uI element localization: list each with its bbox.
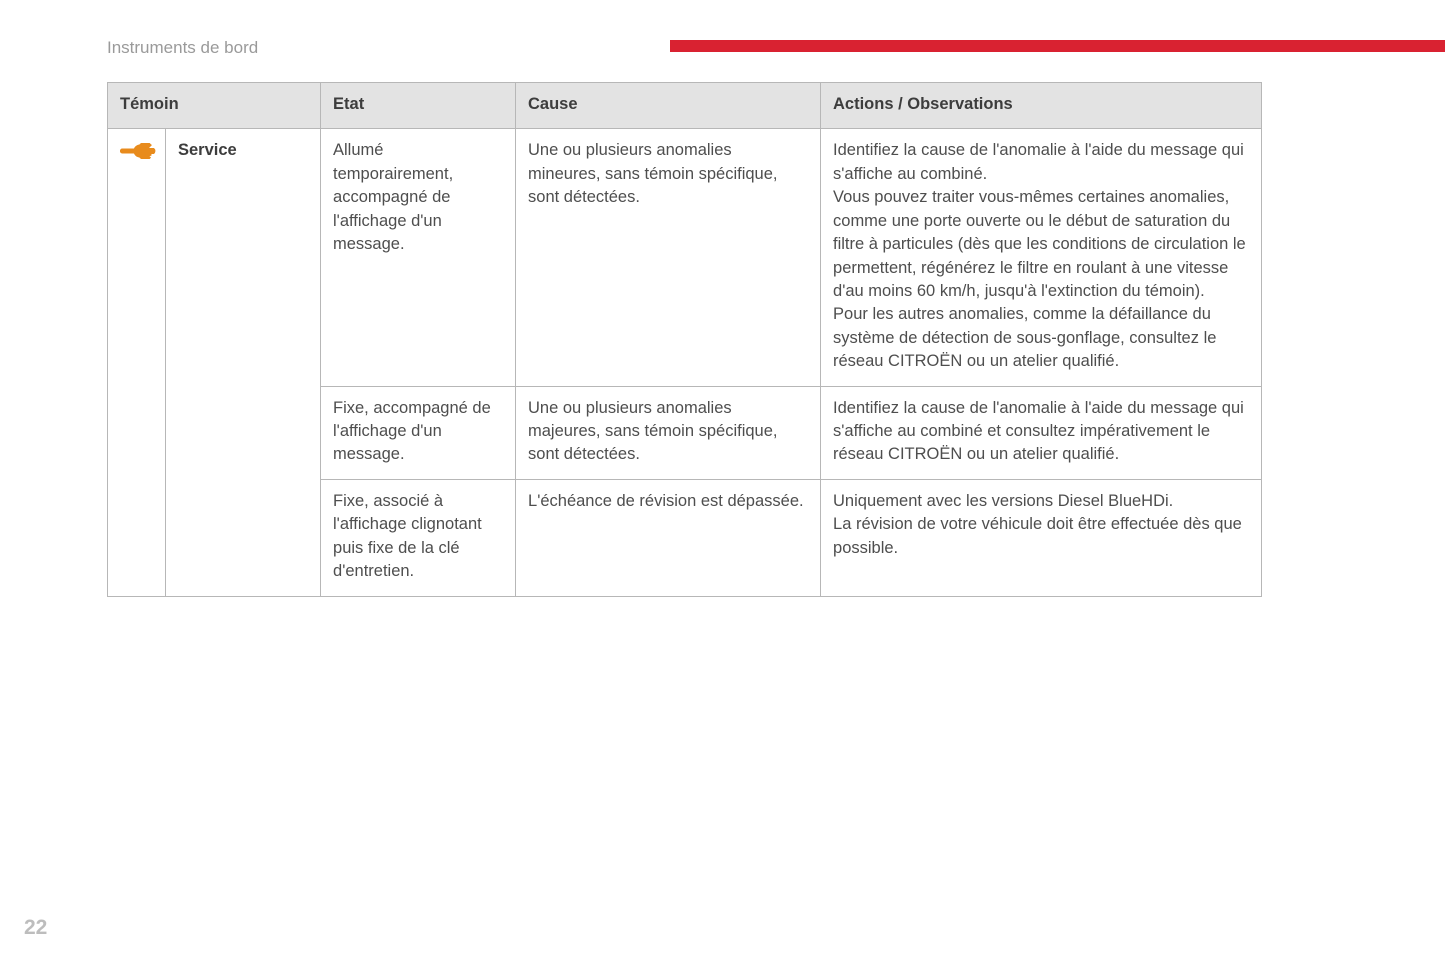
header-etat: Etat [321, 83, 516, 129]
temoin-label-cell: Service [166, 129, 321, 596]
indicators-table: Témoin Etat Cause Actions / Observations [107, 82, 1262, 597]
temoin-icon-cell [108, 129, 166, 596]
cell-actions: Identifiez la cause de l'anomalie à l'ai… [821, 129, 1262, 386]
cell-etat: Allumé temporairement, accompagné de l'a… [321, 129, 516, 386]
cell-actions: Uniquement avec les versions Diesel Blue… [821, 479, 1262, 596]
header-accent-bar [670, 40, 1445, 52]
cell-etat: Fixe, accompagné de l'affichage d'un mes… [321, 386, 516, 479]
cell-actions: Identifiez la cause de l'anomalie à l'ai… [821, 386, 1262, 479]
header-cause: Cause [516, 83, 821, 129]
page-number: 22 [24, 916, 47, 940]
cell-cause: Une ou plusieurs anomalies mineures, san… [516, 129, 821, 386]
header-actions: Actions / Observations [821, 83, 1262, 129]
wrench-icon [120, 145, 156, 163]
table-row: Service Allumé temporairement, accompagn… [108, 129, 1262, 386]
indicators-table-container: Témoin Etat Cause Actions / Observations [107, 82, 1262, 597]
header-temoin: Témoin [108, 83, 321, 129]
section-title: Instruments de bord [107, 38, 258, 58]
cell-etat: Fixe, associé à l'affichage clignotant p… [321, 479, 516, 596]
cell-cause: L'échéance de révision est dépassée. [516, 479, 821, 596]
cell-cause: Une ou plusieurs anomalies majeures, san… [516, 386, 821, 479]
table-header-row: Témoin Etat Cause Actions / Observations [108, 83, 1262, 129]
